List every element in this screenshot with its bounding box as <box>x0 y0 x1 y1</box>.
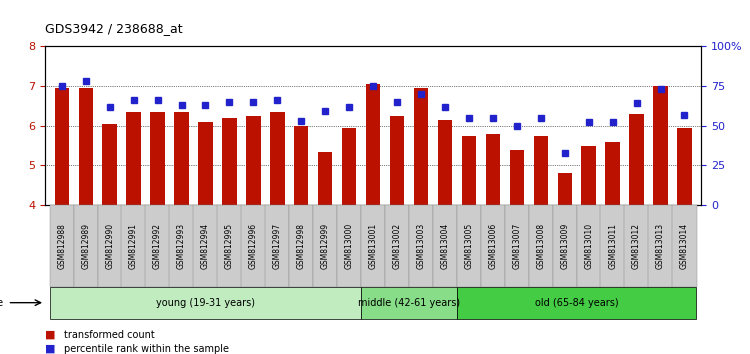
Text: GSM813013: GSM813013 <box>656 223 665 269</box>
Text: ■: ■ <box>45 330 56 339</box>
Bar <box>653 86 668 205</box>
Bar <box>222 118 236 205</box>
Text: GSM813005: GSM813005 <box>464 223 473 269</box>
Bar <box>557 173 572 205</box>
Bar <box>390 116 404 205</box>
Bar <box>414 88 428 205</box>
Bar <box>246 116 260 205</box>
Bar <box>438 120 452 205</box>
Text: GSM813010: GSM813010 <box>584 223 593 269</box>
Bar <box>198 122 213 205</box>
Bar <box>629 114 644 205</box>
Text: GSM812995: GSM812995 <box>225 223 234 269</box>
Text: GSM812989: GSM812989 <box>81 223 90 269</box>
Text: GSM813004: GSM813004 <box>440 223 449 269</box>
Bar <box>342 128 356 205</box>
Text: GSM812990: GSM812990 <box>105 223 114 269</box>
Text: old (65-84 years): old (65-84 years) <box>535 298 619 308</box>
Text: GSM813012: GSM813012 <box>632 223 641 269</box>
Text: age: age <box>0 298 4 308</box>
Text: GSM812997: GSM812997 <box>273 223 282 269</box>
Bar <box>55 88 69 205</box>
Text: GSM812992: GSM812992 <box>153 223 162 269</box>
Text: GSM812991: GSM812991 <box>129 223 138 269</box>
Text: GSM813009: GSM813009 <box>560 223 569 269</box>
Text: GSM813011: GSM813011 <box>608 223 617 269</box>
Bar <box>462 136 476 205</box>
Bar <box>318 152 332 205</box>
Text: percentile rank within the sample: percentile rank within the sample <box>64 344 229 354</box>
Text: ■: ■ <box>45 344 56 354</box>
Bar <box>605 142 619 205</box>
Text: GSM813002: GSM813002 <box>392 223 401 269</box>
Text: transformed count: transformed count <box>64 330 154 339</box>
Bar <box>581 145 596 205</box>
Bar <box>677 128 692 205</box>
Text: GSM812996: GSM812996 <box>249 223 258 269</box>
Text: GSM813003: GSM813003 <box>416 223 425 269</box>
Text: GSM813008: GSM813008 <box>536 223 545 269</box>
Text: GSM813007: GSM813007 <box>512 223 521 269</box>
Text: GSM813014: GSM813014 <box>680 223 689 269</box>
Text: middle (42-61 years): middle (42-61 years) <box>358 298 460 308</box>
Bar <box>270 112 284 205</box>
Text: GSM813000: GSM813000 <box>345 223 354 269</box>
Bar <box>366 84 380 205</box>
Text: GSM812994: GSM812994 <box>201 223 210 269</box>
Text: GSM812993: GSM812993 <box>177 223 186 269</box>
Bar <box>151 112 165 205</box>
Text: GDS3942 / 238688_at: GDS3942 / 238688_at <box>45 22 183 35</box>
Text: GSM812988: GSM812988 <box>57 223 66 269</box>
Bar <box>533 136 548 205</box>
Text: GSM813001: GSM813001 <box>369 223 377 269</box>
Text: GSM813006: GSM813006 <box>488 223 497 269</box>
Bar <box>510 149 524 205</box>
Text: young (19-31 years): young (19-31 years) <box>156 298 255 308</box>
Bar <box>127 112 141 205</box>
Bar <box>294 126 308 205</box>
Text: GSM812999: GSM812999 <box>321 223 330 269</box>
Bar <box>103 124 117 205</box>
Bar <box>174 112 189 205</box>
Bar <box>486 133 500 205</box>
Text: GSM812998: GSM812998 <box>297 223 306 269</box>
Bar <box>79 88 93 205</box>
